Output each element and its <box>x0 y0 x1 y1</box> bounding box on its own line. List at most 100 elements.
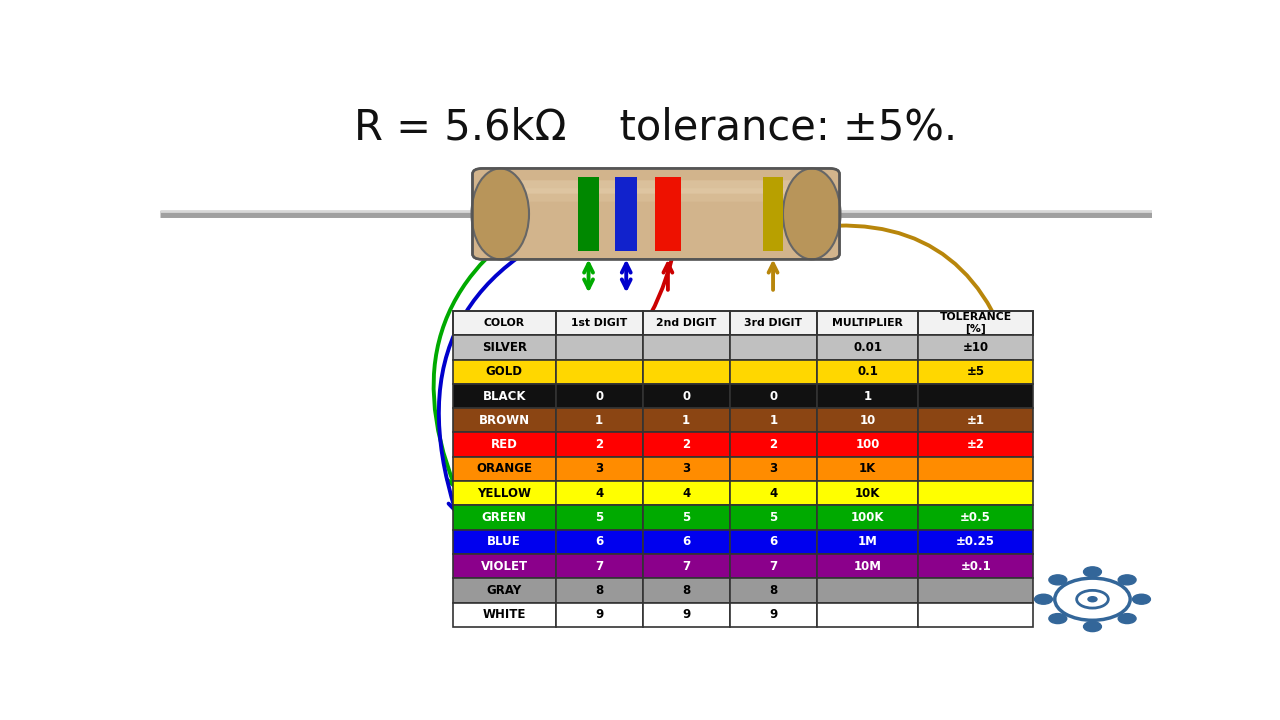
Text: 1: 1 <box>769 414 777 427</box>
Bar <box>918 505 1033 530</box>
Bar <box>918 408 1033 433</box>
Bar <box>817 530 918 554</box>
Text: 7: 7 <box>595 559 603 572</box>
Bar <box>817 578 918 603</box>
Bar <box>643 578 730 603</box>
Text: ±2: ±2 <box>966 438 984 451</box>
Text: 9: 9 <box>769 608 777 621</box>
Text: 2nd DIGIT: 2nd DIGIT <box>657 318 717 328</box>
Circle shape <box>1119 575 1137 585</box>
Bar <box>556 359 643 384</box>
Text: 2: 2 <box>769 438 777 451</box>
Text: 100K: 100K <box>851 511 884 524</box>
Text: MULTIPLIER: MULTIPLIER <box>832 318 902 328</box>
Bar <box>643 530 730 554</box>
Text: 2: 2 <box>682 438 690 451</box>
Text: BLACK: BLACK <box>483 390 526 402</box>
Bar <box>817 603 918 627</box>
Bar <box>453 603 556 627</box>
Ellipse shape <box>471 168 529 259</box>
Text: COLOR: COLOR <box>484 318 525 328</box>
Bar <box>453 408 556 433</box>
Text: 4: 4 <box>595 487 603 500</box>
Bar <box>556 603 643 627</box>
Text: 6: 6 <box>595 536 603 549</box>
Bar <box>453 481 556 505</box>
Bar <box>556 530 643 554</box>
Circle shape <box>1084 621 1101 631</box>
Bar <box>730 408 817 433</box>
Bar <box>453 554 556 578</box>
Text: GRAY: GRAY <box>486 584 522 597</box>
Bar <box>453 359 556 384</box>
Text: 0: 0 <box>769 390 777 402</box>
Text: ±0.5: ±0.5 <box>960 511 991 524</box>
Bar <box>817 505 918 530</box>
Bar <box>453 530 556 554</box>
Text: 4: 4 <box>769 487 777 500</box>
FancyBboxPatch shape <box>484 189 828 202</box>
FancyBboxPatch shape <box>484 180 828 194</box>
Text: BROWN: BROWN <box>479 414 530 427</box>
Text: 8: 8 <box>769 584 777 597</box>
Bar <box>453 505 556 530</box>
Bar <box>453 433 556 456</box>
Text: 0: 0 <box>595 390 603 402</box>
Text: 0.01: 0.01 <box>852 341 882 354</box>
Text: YELLOW: YELLOW <box>477 487 531 500</box>
Text: SILVER: SILVER <box>481 341 526 354</box>
Bar <box>918 359 1033 384</box>
Bar <box>730 481 817 505</box>
Circle shape <box>1084 567 1101 577</box>
Bar <box>730 505 817 530</box>
Text: 5: 5 <box>595 511 603 524</box>
Text: GREEN: GREEN <box>481 511 526 524</box>
Bar <box>918 336 1033 359</box>
Text: ±0.25: ±0.25 <box>956 536 995 549</box>
Bar <box>616 177 637 251</box>
Circle shape <box>1088 597 1097 602</box>
Text: 1M: 1M <box>858 536 878 549</box>
Bar <box>556 336 643 359</box>
Bar <box>453 578 556 603</box>
Bar <box>643 408 730 433</box>
Bar <box>763 177 783 251</box>
Bar <box>453 384 556 408</box>
Bar <box>577 177 599 251</box>
Bar <box>643 359 730 384</box>
Bar <box>556 408 643 433</box>
Bar <box>918 384 1033 408</box>
Bar <box>730 336 817 359</box>
Text: 3rd DIGIT: 3rd DIGIT <box>744 318 803 328</box>
Text: 9: 9 <box>682 608 690 621</box>
Bar <box>918 481 1033 505</box>
Bar <box>730 384 817 408</box>
Bar <box>817 433 918 456</box>
Bar <box>817 336 918 359</box>
Bar <box>730 530 817 554</box>
Text: 1: 1 <box>682 414 690 427</box>
Text: 2: 2 <box>595 438 603 451</box>
Bar <box>817 359 918 384</box>
Bar <box>730 433 817 456</box>
Bar <box>556 481 643 505</box>
Text: 6: 6 <box>682 536 690 549</box>
Bar <box>730 456 817 481</box>
Ellipse shape <box>783 168 841 259</box>
Bar <box>918 578 1033 603</box>
Bar <box>556 384 643 408</box>
Text: 1: 1 <box>864 390 872 402</box>
Bar <box>643 336 730 359</box>
Bar <box>817 481 918 505</box>
Bar <box>643 505 730 530</box>
Bar <box>730 603 817 627</box>
Bar <box>643 554 730 578</box>
Text: 4: 4 <box>682 487 690 500</box>
Bar <box>556 505 643 530</box>
Bar <box>918 456 1033 481</box>
Text: 10K: 10K <box>855 487 881 500</box>
FancyBboxPatch shape <box>472 168 840 259</box>
Circle shape <box>1133 594 1151 604</box>
Bar <box>556 433 643 456</box>
Text: 9: 9 <box>595 608 603 621</box>
